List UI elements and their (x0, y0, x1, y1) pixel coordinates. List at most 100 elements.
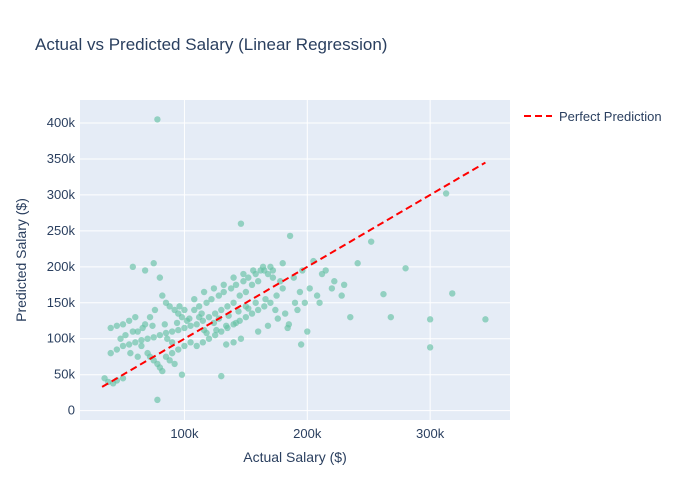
data-point (146, 313, 154, 321)
data-point (254, 278, 262, 285)
data-point (286, 232, 294, 240)
data-point (380, 290, 387, 298)
data-point (159, 292, 166, 299)
data-point (162, 353, 170, 360)
data-point (347, 313, 354, 321)
data-point (193, 342, 200, 350)
data-point (168, 328, 176, 335)
data-point (236, 292, 243, 299)
data-point (134, 328, 141, 335)
y-axis-ticks: 0 50k 100k 150k 200k 250k 300k 350k 400k (47, 115, 76, 418)
data-point (245, 305, 252, 312)
data-point (213, 326, 220, 334)
data-point (322, 267, 329, 274)
plot-background (80, 100, 510, 420)
data-point (331, 278, 338, 285)
y-axis-title: Predicted Salary ($) (13, 198, 29, 322)
perfect-prediction-line (101, 161, 486, 388)
data-point (125, 317, 133, 324)
y-tick-label: 300k (47, 187, 76, 202)
data-point (304, 328, 311, 335)
data-point (210, 285, 218, 292)
data-point (340, 281, 348, 289)
data-point (195, 303, 203, 310)
data-point (230, 299, 237, 306)
data-point (218, 328, 225, 335)
data-point (313, 292, 321, 299)
data-point (117, 335, 124, 342)
data-point (181, 306, 188, 314)
data-point (248, 310, 256, 317)
x-axis-ticks: 100k 200k 300k (170, 426, 444, 441)
data-point (316, 299, 323, 306)
data-point (134, 353, 141, 360)
y-tick-label: 350k (47, 151, 76, 166)
data-point (482, 316, 489, 323)
data-point (279, 285, 286, 292)
x-tick-label: 100k (170, 426, 199, 441)
data-point (193, 321, 200, 328)
data-point (273, 292, 280, 299)
data-point (119, 375, 127, 382)
data-point (132, 339, 139, 346)
data-point (171, 360, 178, 368)
data-point (211, 331, 219, 339)
data-point (191, 295, 198, 303)
data-point (218, 306, 225, 314)
data-point (129, 328, 137, 335)
y-tick-label: 50k (54, 367, 75, 382)
data-point (224, 303, 231, 310)
data-point (161, 321, 168, 328)
data-point (168, 349, 176, 357)
data-point (205, 335, 213, 342)
data-point (218, 372, 225, 380)
data-point (156, 331, 164, 339)
data-point (107, 324, 114, 332)
data-point (426, 316, 434, 323)
data-point (248, 281, 256, 289)
data-point (178, 371, 186, 378)
data-point (208, 295, 215, 303)
data-point (181, 324, 188, 332)
data-point (203, 299, 210, 306)
data-point (164, 335, 171, 342)
plot-area (80, 100, 510, 420)
data-point (205, 313, 213, 321)
y-tick-label: 200k (47, 259, 76, 274)
data-point (426, 344, 434, 351)
data-point (261, 303, 268, 310)
y-tick-label: 100k (47, 331, 76, 346)
data-point (272, 306, 279, 314)
data-point (113, 322, 121, 329)
data-point (150, 260, 157, 267)
data-point (237, 335, 245, 342)
x-axis-title: Actual Salary ($) (243, 449, 346, 465)
data-point (220, 281, 227, 289)
data-point (144, 335, 151, 342)
data-point (254, 306, 262, 314)
chart-title: Actual vs Predicted Salary (Linear Regre… (35, 35, 387, 54)
data-point (328, 285, 336, 292)
data-point (259, 263, 267, 271)
data-point (191, 306, 198, 314)
data-point (187, 339, 194, 346)
data-point (187, 322, 194, 329)
y-tick-label: 250k (47, 223, 76, 238)
legend[interactable]: Perfect Prediction (524, 109, 662, 124)
data-point (230, 339, 237, 346)
data-point (186, 315, 193, 322)
data-point (150, 334, 157, 341)
data-point (129, 263, 137, 271)
data-point (119, 321, 127, 328)
data-point (178, 313, 186, 321)
data-point (262, 295, 269, 303)
data-point (122, 331, 129, 339)
data-point (279, 260, 286, 267)
data-point (223, 341, 230, 348)
data-point (154, 396, 161, 404)
data-point (250, 267, 257, 274)
data-point (269, 267, 277, 274)
data-point (156, 274, 164, 281)
data-point (387, 313, 395, 321)
perfect-prediction-line-layer (101, 161, 486, 388)
